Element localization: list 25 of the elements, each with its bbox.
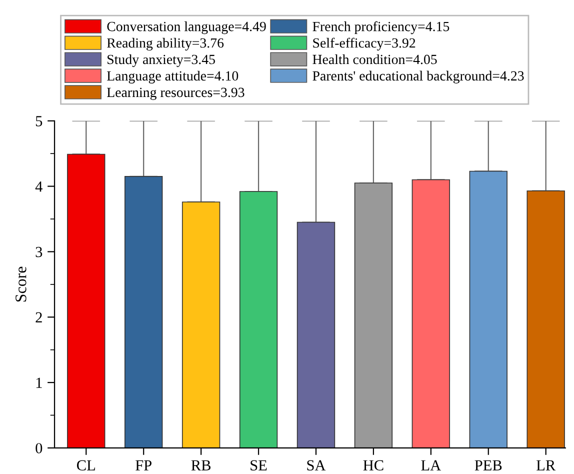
x-tick-label: FP (136, 460, 152, 470)
x-tick-label: SE (250, 460, 267, 470)
legend-label: French proficiency=4.15 (312, 21, 450, 34)
legend-label: Study anxiety=3.45 (108, 54, 215, 68)
legend-label: Reading ability=3.76 (107, 38, 224, 51)
y-tick-label: 1 (36, 378, 42, 388)
legend-label: Language attitude=4.10 (107, 70, 238, 84)
y-tick-label: 3 (36, 246, 42, 258)
legend-label: Self-efficacy=3.92 (313, 38, 416, 51)
y-tick-label: 5 (36, 116, 42, 126)
y-axis-title: Score (16, 266, 26, 302)
legend-label: Health condition=4.05 (312, 54, 437, 64)
x-tick-label: CL (77, 460, 95, 470)
x-tick-label: RB (191, 460, 211, 470)
x-tick-label: SA (307, 460, 326, 470)
x-tick-label: LR (536, 460, 556, 470)
x-tick-label: HC (363, 460, 384, 470)
legend-label: Learning resources=3.93 (107, 88, 244, 100)
legend-label: Conversation language=4.49 (107, 21, 266, 34)
y-tick-label: 4 (35, 182, 42, 192)
legend-label: Parents' educational background=4.23 (312, 70, 524, 84)
x-tick-label: PEB (474, 460, 502, 470)
x-tick-label: LA (421, 460, 441, 470)
y-tick-label: 0 (36, 443, 42, 454)
y-tick-label: 2 (36, 312, 42, 322)
